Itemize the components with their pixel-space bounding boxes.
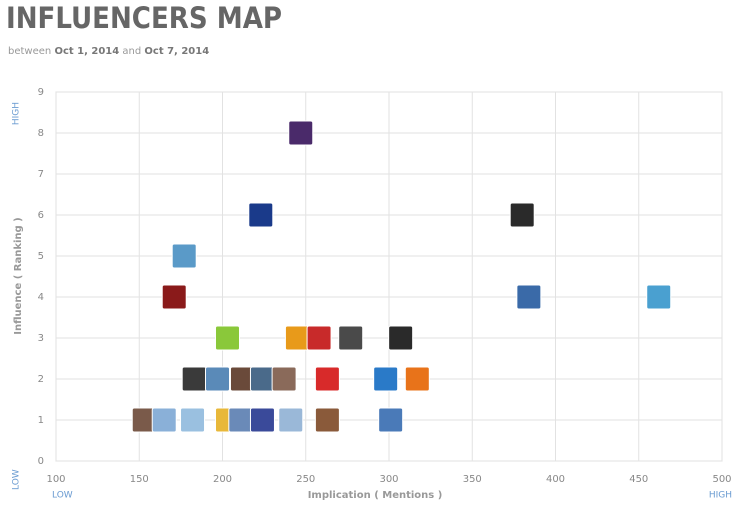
influencer-avatar: [338, 325, 364, 351]
x-high-label: HIGH: [709, 491, 732, 501]
influencer-avatar: [288, 120, 314, 146]
influencer-avatar: [388, 325, 414, 351]
subtitle-joiner: and: [122, 46, 141, 57]
y-tick-label: 5: [38, 251, 44, 262]
x-tick-label: 200: [213, 474, 232, 485]
y-tick-label: 1: [38, 415, 44, 426]
influencer-avatar: [249, 366, 275, 392]
x-tick-label: 400: [546, 474, 565, 485]
influencer-avatar: [228, 407, 254, 433]
influencer-avatar: [214, 325, 240, 351]
influencer-avatar: [205, 366, 231, 392]
influencer-avatar: [314, 366, 340, 392]
end-date: Oct 7, 2014: [144, 46, 209, 57]
y-tick-label: 8: [38, 128, 44, 139]
x-tick-label: 250: [296, 474, 315, 485]
x-tick-label: 150: [130, 474, 149, 485]
influencer-avatar: [171, 243, 197, 269]
y-low-label: LOW: [12, 469, 22, 490]
influencer-avatar: [284, 325, 310, 351]
influencer-avatar: [248, 202, 274, 228]
y-tick-label: 3: [38, 333, 44, 344]
y-tick-label: 0: [38, 456, 44, 467]
influencer-avatar: [373, 366, 399, 392]
influencer-avatar: [181, 366, 207, 392]
y-tick-label: 4: [38, 292, 44, 303]
y-high-label: HIGH: [12, 102, 22, 125]
x-axis-title: Implication ( Mentions ): [308, 490, 443, 501]
y-tick-label: 2: [38, 374, 44, 385]
x-tick-label: 500: [712, 474, 731, 485]
influencer-avatar: [516, 284, 542, 310]
influencer-avatar: [161, 284, 187, 310]
influencer-avatar: [278, 407, 304, 433]
y-tick-label: 9: [38, 87, 44, 98]
x-tick-label: 450: [629, 474, 648, 485]
influencer-avatar: [249, 407, 275, 433]
x-low-label: LOW: [52, 491, 73, 501]
influencer-avatar: [180, 407, 206, 433]
influencer-avatar: [271, 366, 297, 392]
x-tick-label: 100: [46, 474, 65, 485]
x-tick-label: 350: [463, 474, 482, 485]
influencer-avatar: [404, 366, 430, 392]
influencer-avatar: [314, 407, 340, 433]
y-axis-title: Influence ( Ranking ): [13, 217, 24, 335]
x-tick-label: 300: [379, 474, 398, 485]
influencer-avatar: [151, 407, 177, 433]
start-date: Oct 1, 2014: [54, 46, 119, 57]
influencer-avatar: [306, 325, 332, 351]
subtitle-prefix: between: [8, 46, 51, 57]
influencer-avatar: [509, 202, 535, 228]
subtitle: between Oct 1, 2014 and Oct 7, 2014: [8, 46, 209, 57]
chart-title: INFLUENCERS MAP: [6, 1, 282, 35]
influencer-avatar: [378, 407, 404, 433]
influencer-avatar: [646, 284, 672, 310]
y-tick-label: 7: [38, 169, 44, 180]
y-tick-label: 6: [38, 210, 44, 221]
